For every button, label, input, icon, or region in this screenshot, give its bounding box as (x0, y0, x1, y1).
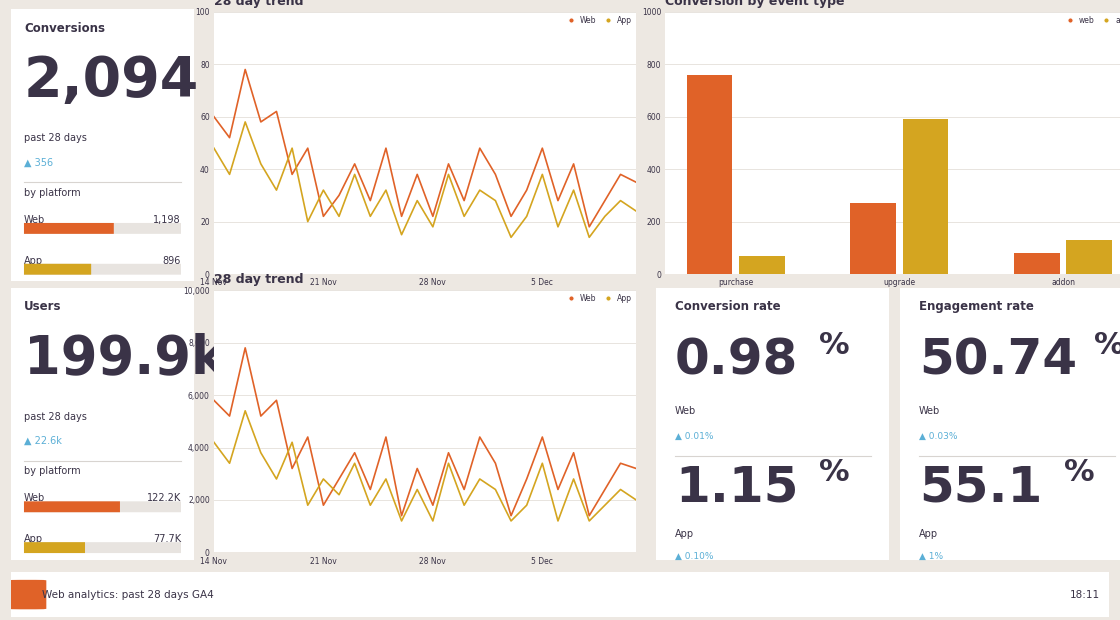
FancyBboxPatch shape (24, 542, 85, 553)
Text: 77.7K: 77.7K (152, 534, 181, 544)
Text: past 28 days: past 28 days (24, 133, 87, 143)
Text: 55.1: 55.1 (920, 463, 1043, 511)
Text: 1.15: 1.15 (675, 463, 799, 511)
Text: 896: 896 (162, 255, 181, 265)
Bar (687, 75, 732, 274)
Text: ▲ 356: ▲ 356 (24, 157, 53, 167)
Text: 18:11: 18:11 (1070, 590, 1100, 600)
FancyBboxPatch shape (9, 580, 46, 609)
Text: App: App (920, 529, 939, 539)
Text: %: % (820, 331, 850, 360)
Text: ▲ 0.01%: ▲ 0.01% (675, 432, 713, 441)
FancyBboxPatch shape (24, 542, 181, 553)
Text: Web: Web (24, 215, 45, 225)
Text: ▲ 22.6k: ▲ 22.6k (24, 436, 62, 446)
Text: ▲ 1%: ▲ 1% (920, 552, 943, 560)
Text: by platform: by platform (24, 466, 81, 476)
Bar (903, 119, 949, 274)
Text: 122.2K: 122.2K (147, 493, 181, 503)
Text: App: App (675, 529, 694, 539)
Legend: web, app: web, app (1062, 16, 1120, 25)
Text: Engagement rate: Engagement rate (920, 300, 1034, 313)
Legend: Web, App: Web, App (563, 16, 633, 25)
FancyBboxPatch shape (24, 223, 181, 234)
FancyBboxPatch shape (24, 502, 181, 512)
Text: Web: Web (675, 406, 697, 416)
Text: Users: Users (24, 300, 62, 313)
Text: by platform: by platform (24, 188, 81, 198)
Text: Web: Web (920, 406, 941, 416)
FancyBboxPatch shape (24, 502, 120, 512)
Text: 2,094: 2,094 (24, 54, 199, 108)
Text: 199.9k: 199.9k (24, 332, 226, 384)
FancyBboxPatch shape (24, 223, 114, 234)
Text: Conversions: Conversions (24, 22, 105, 35)
Text: 28 day trend: 28 day trend (214, 273, 304, 286)
Bar (850, 203, 896, 274)
Text: Web: Web (24, 493, 45, 503)
Bar (1066, 240, 1112, 274)
Text: past 28 days: past 28 days (24, 412, 87, 422)
FancyBboxPatch shape (24, 264, 91, 275)
Text: %: % (820, 458, 850, 487)
Text: App: App (24, 255, 43, 265)
Text: App: App (24, 534, 43, 544)
Text: Web analytics: past 28 days GA4: Web analytics: past 28 days GA4 (41, 590, 214, 600)
Text: 0.98: 0.98 (675, 337, 799, 384)
Text: ▲ 0.03%: ▲ 0.03% (920, 432, 958, 441)
Text: 28 day trend: 28 day trend (214, 0, 304, 8)
Legend: Web, App: Web, App (563, 294, 633, 303)
Bar (739, 255, 785, 274)
Text: ▲ 0.10%: ▲ 0.10% (675, 552, 713, 560)
Text: 1,198: 1,198 (153, 215, 181, 225)
Text: Conversion by event type: Conversion by event type (665, 0, 844, 8)
FancyBboxPatch shape (24, 264, 181, 275)
Text: Conversion rate: Conversion rate (675, 300, 781, 313)
Text: 50.74: 50.74 (920, 337, 1077, 384)
Bar (1014, 253, 1060, 274)
Text: %: % (1094, 331, 1120, 360)
Text: %: % (1064, 458, 1094, 487)
